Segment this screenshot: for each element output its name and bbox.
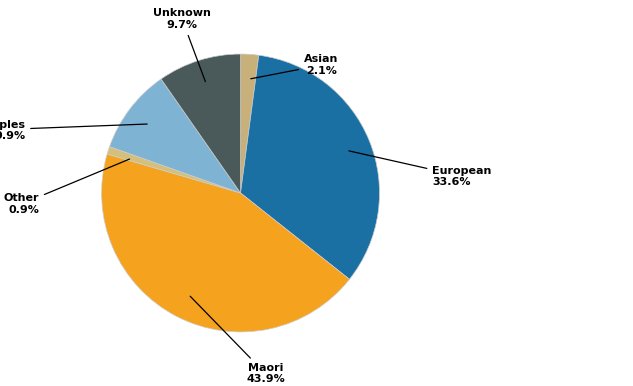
Wedge shape [241,55,380,279]
Text: Other
0.9%: Other 0.9% [4,159,130,215]
Text: Unknown
9.7%: Unknown 9.7% [153,8,211,82]
Text: Maori
43.9%: Maori 43.9% [190,296,285,384]
Text: Asian
2.1%: Asian 2.1% [251,54,338,79]
Text: Pacific Peoples
9.9%: Pacific Peoples 9.9% [0,120,147,141]
Wedge shape [101,154,349,332]
Wedge shape [241,54,259,193]
Wedge shape [110,79,241,193]
Wedge shape [107,147,241,193]
Wedge shape [161,54,241,193]
Text: European
33.6%: European 33.6% [349,151,492,187]
